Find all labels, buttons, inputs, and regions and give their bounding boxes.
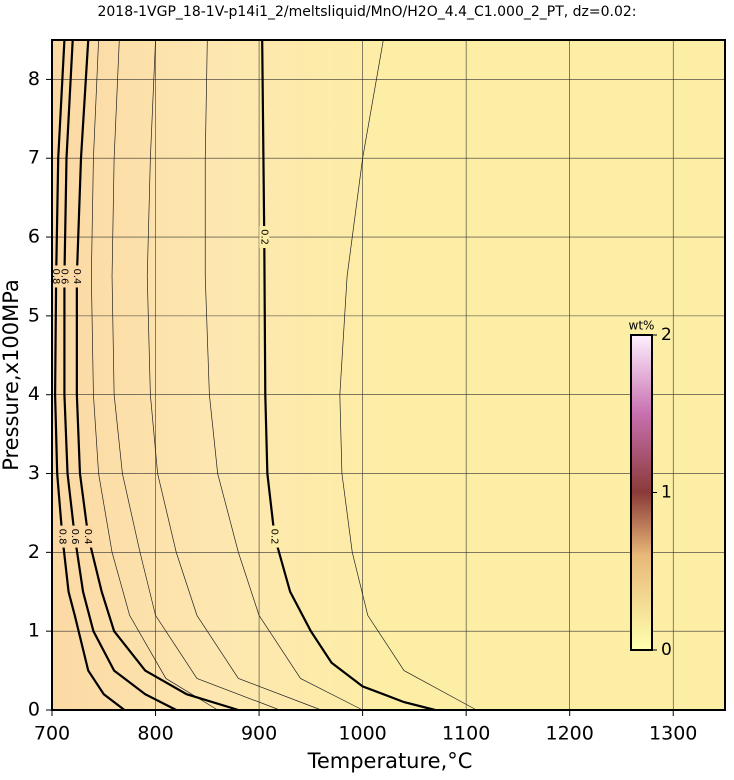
contour-label-bg (69, 525, 80, 548)
x-tick-label: 1200 (546, 723, 594, 745)
contour-label: 0.2 (269, 529, 280, 545)
colorbar-label: wt% (629, 319, 655, 333)
y-tick-label: 7 (28, 147, 40, 169)
contour-label-bg (71, 265, 82, 288)
y-tick-label: 0 (28, 699, 40, 721)
x-axis-label: Temperature,°C (307, 749, 473, 773)
x-tick-label: 900 (241, 723, 277, 745)
thin-contour (204, 39, 363, 711)
y-tick-label: 8 (28, 68, 40, 90)
colorbar-tick-label: 2 (661, 325, 672, 345)
thin-contour (339, 39, 477, 711)
x-tick-label: 1100 (442, 723, 490, 745)
plot-background (52, 40, 725, 710)
thin-contour (90, 39, 218, 711)
contour-label-bg (51, 265, 62, 288)
contour-label: 0.4 (82, 529, 93, 545)
contour-label: 0.8 (56, 529, 67, 545)
contour-label: 0.6 (58, 269, 69, 285)
contour-label-bg (59, 265, 70, 288)
x-tick-label: 1000 (338, 723, 386, 745)
y-tick-label: 5 (28, 304, 40, 326)
x-tick-label: 700 (34, 723, 70, 745)
y-axis-label: Pressure,x100MPa (0, 279, 23, 471)
contour-label: 0.8 (50, 269, 61, 285)
colorbar (630, 334, 653, 651)
contour-label-bg (83, 525, 94, 548)
x-tick-label: 1300 (649, 723, 697, 745)
contour-label: 0.2 (258, 229, 269, 245)
y-tick-label: 3 (28, 462, 40, 484)
thin-contour (146, 39, 322, 711)
contour-label-bg (57, 525, 68, 548)
colorbar-tick-label: 1 (661, 483, 672, 503)
contour-label-bg (259, 226, 270, 249)
y-tick-label: 2 (28, 541, 40, 563)
y-tick-label: 4 (28, 383, 40, 405)
contour-line (261, 39, 436, 712)
contour-label: 0.4 (71, 269, 82, 285)
contour-label-bg (269, 525, 280, 548)
contour-label: 0.6 (69, 529, 80, 545)
chart-title: 2018-1VGP_18-1V-p14i1_2/meltsliquid/MnO/… (97, 4, 636, 20)
colorbar-tick-label: 0 (661, 640, 672, 660)
y-tick-label: 1 (28, 620, 40, 642)
thin-contour (111, 39, 280, 711)
y-tick-label: 6 (28, 226, 40, 248)
plot-frame (51, 39, 726, 711)
x-tick-label: 800 (137, 723, 173, 745)
